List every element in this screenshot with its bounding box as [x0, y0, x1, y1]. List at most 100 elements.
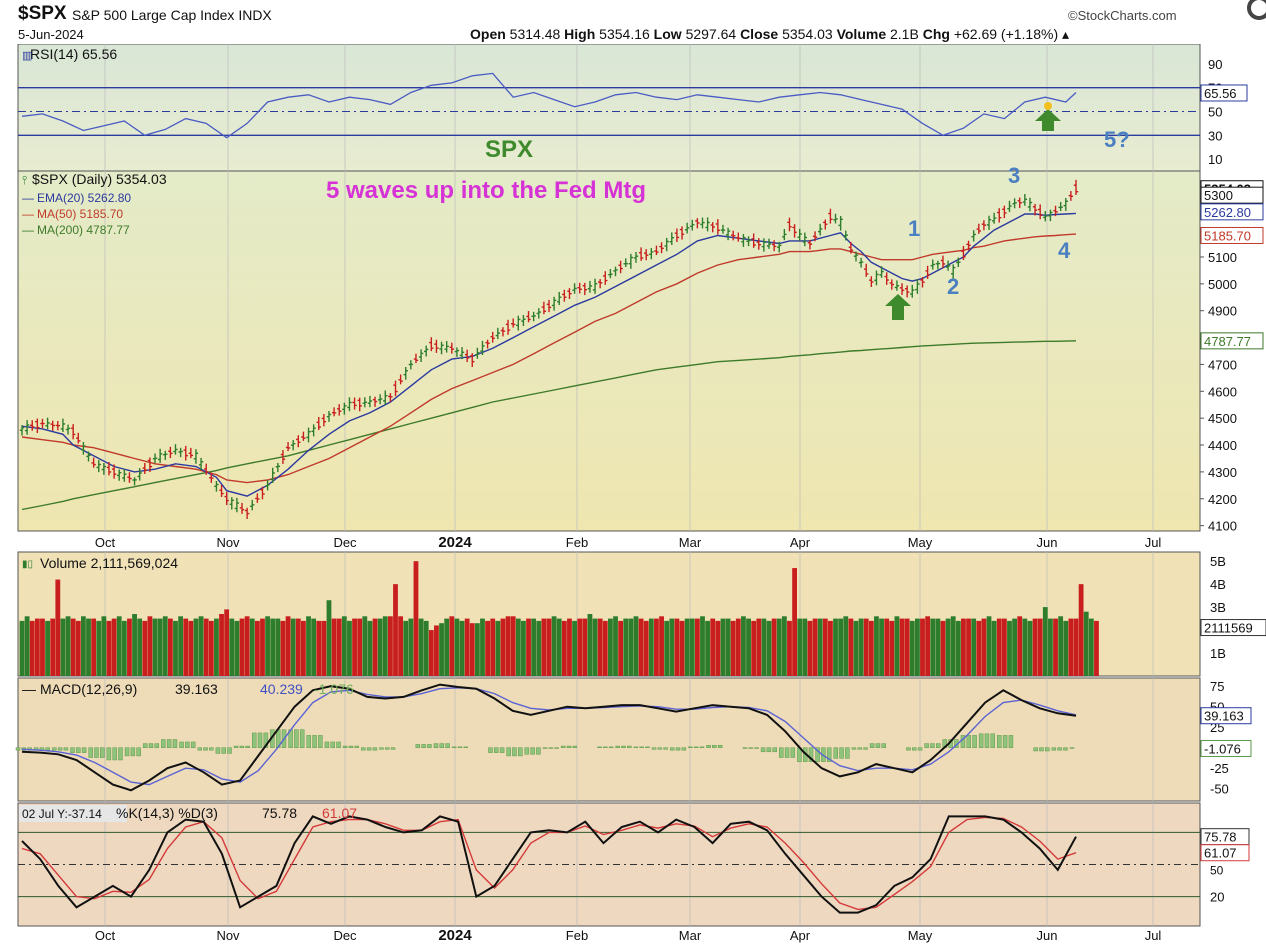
- macd-hist-bar: [76, 747, 81, 753]
- volume-bar: [659, 616, 664, 676]
- volume-bar: [347, 620, 352, 676]
- volume-bar: [884, 618, 890, 676]
- volume-bar: [515, 618, 521, 676]
- macd-hist-bar: [681, 747, 687, 751]
- volume-bar: [582, 618, 588, 676]
- macd-hist-bar: [227, 747, 232, 754]
- rsi-legend-icon: ▥: [22, 50, 32, 62]
- macd-hist-bar: [433, 743, 439, 748]
- macd-hist-bar: [312, 735, 317, 748]
- low-value: 5297.64: [685, 26, 737, 42]
- price-up-arrow-icon: [885, 294, 911, 320]
- macd-hist-bar: [863, 747, 868, 750]
- volume-bar: [480, 618, 485, 676]
- macd-hist-bar: [324, 741, 330, 748]
- macd-hist-bar: [530, 747, 535, 755]
- macd-hist-bar: [239, 745, 245, 748]
- macd-hist-bar: [766, 747, 772, 753]
- price-y-tick: 5100: [1208, 250, 1237, 265]
- macd-hist-bar: [94, 747, 99, 758]
- volume-bar: [874, 616, 879, 676]
- x-tick-label: Nov: [216, 928, 240, 943]
- macd-hist-bar: [318, 735, 323, 748]
- volume-bar: [996, 618, 1002, 676]
- volume-bar: [45, 620, 50, 676]
- volume-bar: [214, 618, 219, 676]
- macd-hist-bar: [597, 746, 602, 748]
- volume-bar: [746, 618, 751, 676]
- volume-bar: [889, 620, 895, 676]
- macd-hist-bar: [57, 747, 63, 751]
- candles: [19, 179, 1079, 519]
- macd-hist-bar: [935, 743, 941, 748]
- stoch-k-value-label: 75.78: [1204, 830, 1237, 845]
- volume-bar: [1048, 618, 1053, 676]
- volume-bar: [203, 618, 209, 676]
- volume-bar: [771, 618, 777, 676]
- macd-hist-bar: [63, 747, 69, 751]
- macd-hist-bar: [336, 741, 341, 748]
- volume-bar: [521, 620, 526, 676]
- volume-bar: [65, 616, 71, 676]
- macd-hist-bar: [390, 747, 396, 750]
- macd-hist-bar: [966, 735, 972, 748]
- volume-bar: [234, 620, 240, 676]
- volume-bar: [735, 618, 741, 676]
- volume-bar: [352, 618, 357, 676]
- price-y-tick: 4600: [1208, 384, 1237, 399]
- volume-bar: [536, 620, 542, 676]
- volume-bar: [70, 618, 76, 676]
- open-value: 5314.48: [509, 26, 561, 42]
- macd-hist-bar: [185, 741, 190, 748]
- volume-bar: [147, 616, 153, 676]
- volume-bar: [265, 616, 270, 676]
- macd-hist-bar: [494, 747, 499, 753]
- macd-hist-bar: [615, 745, 620, 748]
- macd-hist-bar: [118, 747, 123, 761]
- price-legend: $SPX (Daily) 5354.03: [32, 171, 167, 187]
- volume-bar: [229, 618, 235, 676]
- volume-bar: [260, 618, 265, 676]
- volume-bar: [602, 620, 608, 676]
- volume-bar: [75, 620, 81, 676]
- price-value-box: [1200, 203, 1264, 221]
- volume-bar: [700, 616, 705, 676]
- volume-bar: [1063, 620, 1069, 676]
- up-arrow-icon: ▴: [1062, 26, 1070, 42]
- chg-value: +62.69 (+1.18%): [953, 26, 1059, 42]
- x-tick-label: Dec: [333, 928, 357, 943]
- crosshair-readout: 02 Jul Y:-37.14: [22, 807, 102, 821]
- settings-circle-icon[interactable]: [1247, 0, 1266, 20]
- volume-bar: [689, 618, 695, 676]
- volume-label: Volume: [836, 26, 887, 42]
- volume-bar: [561, 620, 567, 676]
- volume-bar: [577, 618, 583, 676]
- macd-hist-bar: [106, 747, 112, 761]
- volume-bar: [817, 618, 823, 676]
- volume-bar: [531, 618, 537, 676]
- macd-hist-bar: [245, 745, 250, 748]
- stoch-legend-k: 75.78: [262, 805, 297, 821]
- volume-bar: [434, 625, 439, 676]
- macd-hist-bar: [712, 744, 717, 748]
- volume-bar: [858, 618, 864, 676]
- macd-hist-bar: [675, 747, 681, 751]
- chg-label: Chg: [922, 26, 950, 42]
- macd-hist-bar: [778, 747, 784, 758]
- volume-y-tick: 3B: [1210, 600, 1226, 615]
- volume-bar: [904, 618, 910, 676]
- macd-hist-bar: [845, 747, 850, 759]
- macd-hist-bar: [760, 747, 766, 753]
- stoch-y-tick: 50: [1210, 864, 1224, 878]
- volume-bar: [464, 618, 470, 676]
- ma200-line: [21, 340, 1077, 511]
- volume-bar: [792, 568, 797, 676]
- wave-label-4: 4: [1058, 238, 1071, 263]
- volume-bar: [474, 623, 480, 676]
- macd-value-label: 39.163: [1204, 709, 1244, 724]
- x-tick-label: Feb: [566, 535, 588, 550]
- macd-hist-bar: [81, 747, 87, 753]
- macd-hist-bar: [197, 747, 202, 751]
- chart-canvas[interactable]: OctOctNovNovDecDec20242024FebFebMarMarAp…: [0, 44, 1266, 945]
- volume-bar: [86, 618, 91, 676]
